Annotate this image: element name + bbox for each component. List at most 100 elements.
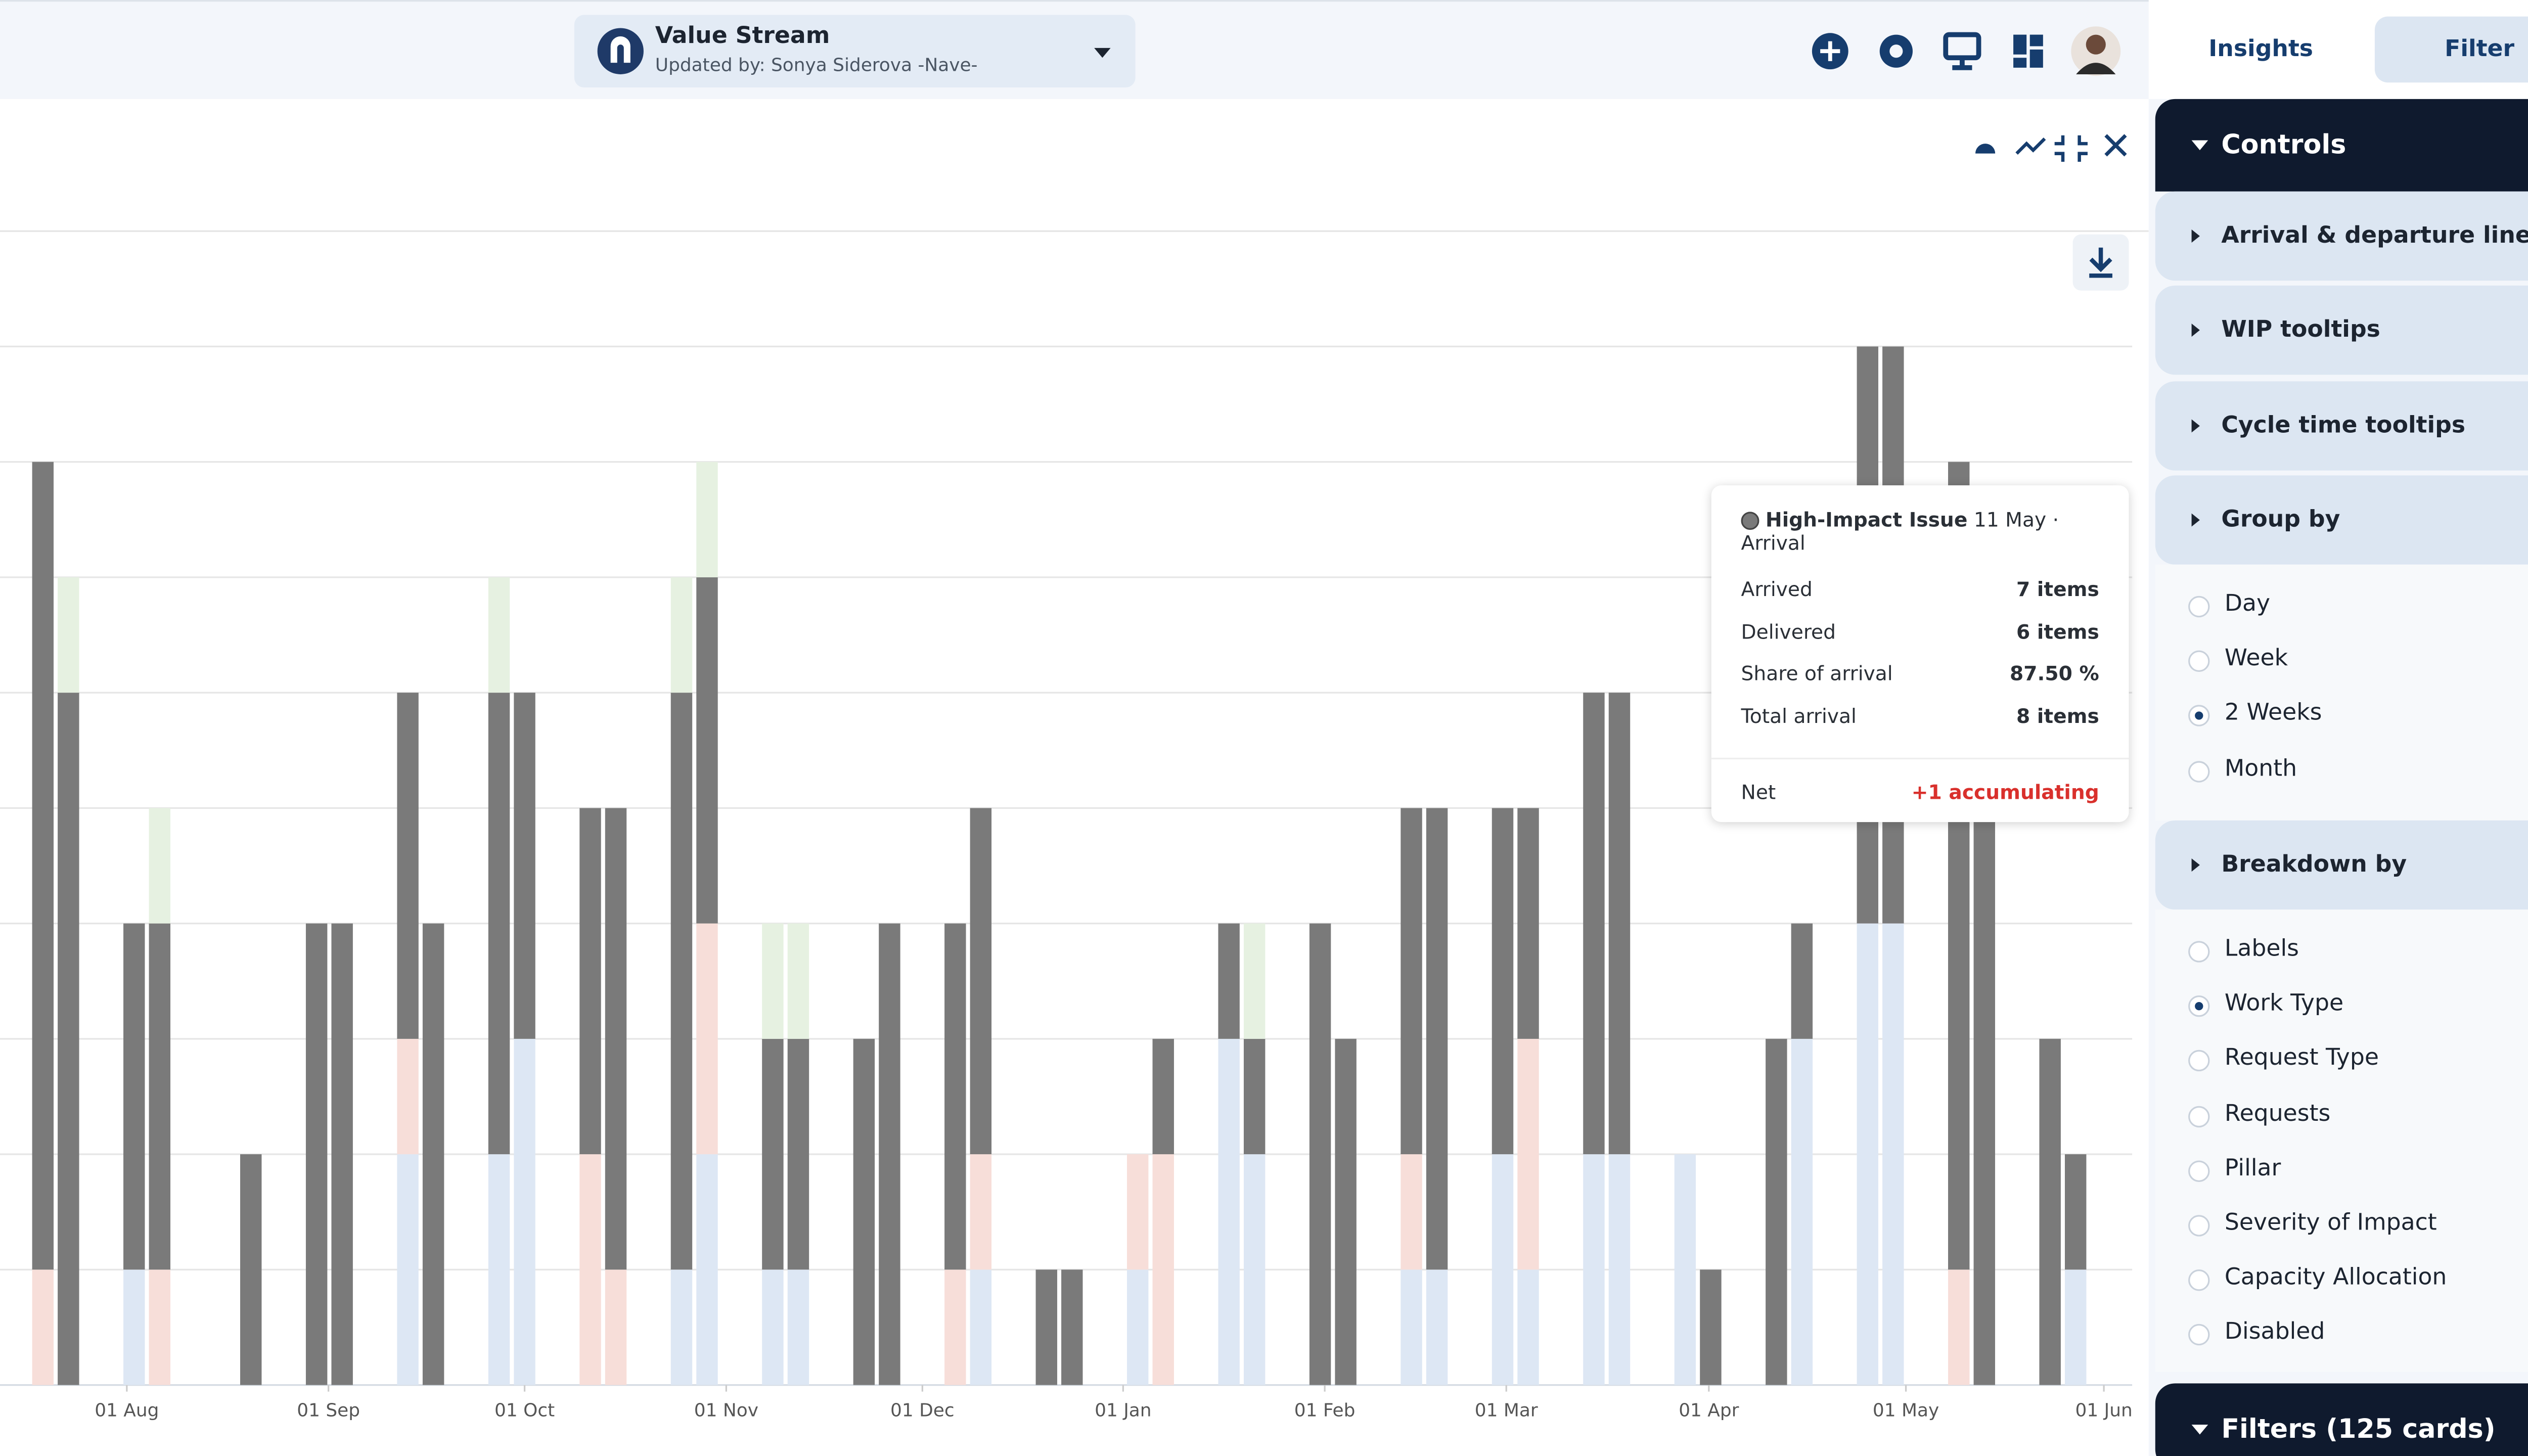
section-header[interactable]: Cycle time tooltips [2155,380,2528,470]
radio[interactable] [2188,760,2210,782]
bar-segment [1126,1269,1149,1385]
bar-segment [1126,1154,1149,1270]
tooltip-row: Total arrival 8 items [1741,705,2099,729]
bar-segment [514,693,535,1039]
controls-header[interactable]: Controls [2155,99,2528,192]
bar-segment [1152,1154,1174,1385]
chart-tools [1975,134,2129,291]
x-tick-label: 01 Feb [1294,1400,1356,1421]
bar-segment [1243,923,1266,1039]
stream-selector[interactable]: Value Stream Updated by: Sonya Siderova … [574,15,1136,88]
section-label: Group by [2221,507,2340,533]
bar-segment [1492,808,1514,1155]
bar-segment [1218,1038,1240,1385]
radio[interactable] [2188,1325,2210,1346]
option-label[interactable]: Month [2224,755,2297,782]
insights-tab[interactable]: Insights [2208,36,2314,63]
avatar[interactable] [2071,26,2121,76]
add-button[interactable] [1812,33,1848,70]
radio[interactable] [2188,596,2210,618]
option-label[interactable]: Work Type [2224,990,2344,1018]
x-tick-label: 01 Mar [1475,1400,1538,1421]
bar-segment [397,1154,419,1385]
net-row: Net +1 accumulating [1741,781,2099,804]
x-tick-label: 01 Apr [1679,1400,1739,1421]
radio[interactable] [2188,1160,2210,1182]
trend-button[interactable] [2015,137,2046,155]
option-label[interactable]: Day [2224,590,2271,618]
top-bar: Value Stream Updated by: Sonya Siderova … [0,0,2149,99]
bar-segment [149,923,171,1270]
x-tick-label: 01 Oct [494,1400,555,1421]
x-tick-label: 01 Jun [2075,1400,2133,1421]
x-tick-label: 01 Dec [890,1400,955,1421]
option-label[interactable]: Request Type [2224,1045,2379,1072]
x-tick-label: 01 Jan [1095,1400,1151,1421]
bar-segment [762,923,784,1039]
option-label[interactable]: Severity of Impact [2224,1210,2437,1237]
bar-segment [1608,1154,1631,1385]
bar-segment [1948,1269,1970,1385]
bar-segment [670,1269,693,1385]
bar-segment [762,1269,784,1385]
bar-segment [879,923,900,1385]
option-label[interactable]: Disabled [2224,1320,2325,1346]
radio[interactable] [2188,995,2210,1018]
bar-segment [1517,1038,1539,1270]
expand-icon [2191,229,2200,243]
download-button[interactable] [2072,234,2129,291]
section-header[interactable]: Arrival & departure lines [2155,191,2528,281]
bar-segment [944,923,966,1270]
radio[interactable] [2188,651,2210,672]
bar-segment [1973,808,1995,1385]
settings-button[interactable] [1879,34,1913,68]
close-button[interactable] [2104,134,2127,157]
row-label: Share of arrival [1741,662,1893,686]
radio[interactable] [2188,1269,2210,1292]
expand-icon [2191,858,2200,872]
section-label: Arrival & departure lines [2221,222,2528,250]
bar-segment [787,1269,809,1385]
cloud-button[interactable] [1975,144,1996,154]
row-value: 7 items [2016,577,2099,601]
bar-segment [696,577,718,924]
expand-icon [2191,324,2200,338]
bar-segment [488,693,510,1155]
option-label[interactable]: Capacity Allocation [2224,1264,2447,1292]
bar-segment [696,923,718,1155]
bar-segment [1218,923,1240,1039]
dashboard-button[interactable] [2013,34,2043,68]
option-label[interactable]: 2 Weeks [2224,700,2322,727]
bar-segment [305,923,328,1385]
controls-label: Controls [2221,128,2346,160]
radio[interactable] [2188,1051,2210,1072]
row-label: Arrived [1741,577,1813,601]
radio[interactable] [2188,705,2210,727]
radio[interactable] [2188,941,2210,963]
section-header[interactable]: WIP tooltips [2155,286,2528,376]
option-label[interactable]: Requests [2224,1100,2331,1127]
bar-segment [1243,1038,1266,1155]
row-value: 8 items [2016,705,2099,729]
bar-segment [1791,1038,1813,1385]
option-label[interactable]: Labels [2224,936,2299,963]
collapse-button[interactable] [2054,135,2088,162]
bar-segment [579,1154,601,1385]
bar-segment [1243,1154,1266,1385]
logo [597,28,644,74]
series-dot [1741,512,1759,530]
bar-segment [1882,923,1904,1385]
tooltip: High-Impact Issue 11 May · Arrival Arriv… [1711,485,2129,823]
filter-tab[interactable]: Filter [2374,16,2528,83]
radio[interactable] [2188,1215,2210,1237]
bar-segment [1401,1269,1422,1385]
bar-segment [970,808,992,1155]
bar-segment [1309,923,1331,1385]
section-header[interactable]: Breakdown by [2155,820,2528,910]
section-header[interactable]: Group by [2155,475,2528,565]
radio[interactable] [2188,1105,2210,1127]
option-label[interactable]: Pillar [2224,1155,2281,1182]
filters-header[interactable]: Filters (125 cards) [2155,1383,2528,1456]
display-button[interactable] [1943,32,1981,70]
option-label[interactable]: Week [2224,646,2288,672]
